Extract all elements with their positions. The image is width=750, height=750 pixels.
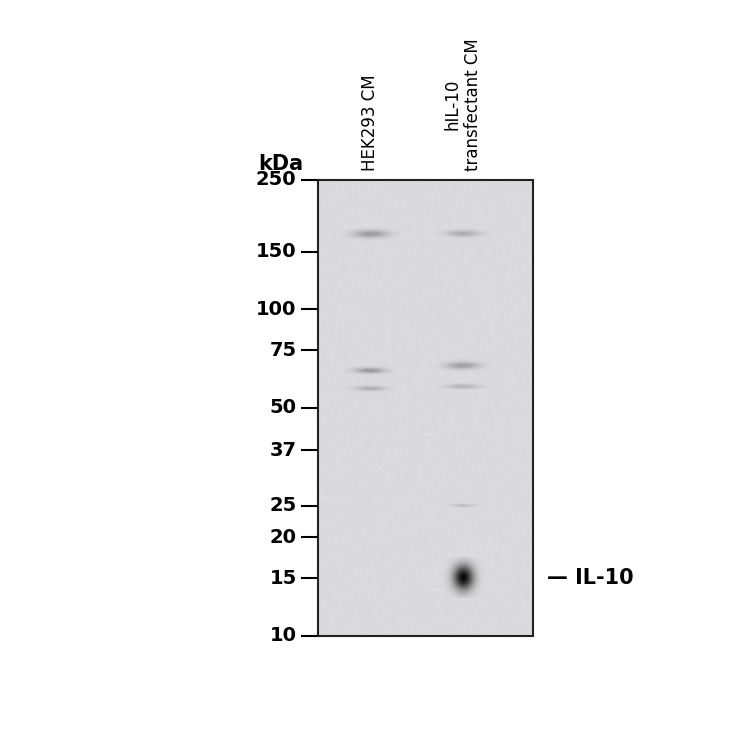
Text: kDa: kDa: [258, 154, 304, 174]
Text: 50: 50: [269, 398, 296, 417]
Text: HEK293 CM: HEK293 CM: [361, 74, 379, 171]
Text: — IL-10: — IL-10: [547, 568, 634, 588]
Text: 100: 100: [256, 300, 296, 319]
Text: 25: 25: [269, 496, 296, 515]
Text: 150: 150: [256, 242, 296, 262]
Text: 15: 15: [269, 568, 296, 588]
Text: 250: 250: [256, 170, 296, 189]
Text: 20: 20: [269, 528, 296, 547]
Text: 75: 75: [269, 340, 296, 360]
Text: 10: 10: [269, 626, 296, 645]
Bar: [317, 179, 532, 636]
Text: 37: 37: [269, 441, 296, 460]
Text: hIL-10
transfectant CM: hIL-10 transfectant CM: [443, 38, 482, 171]
